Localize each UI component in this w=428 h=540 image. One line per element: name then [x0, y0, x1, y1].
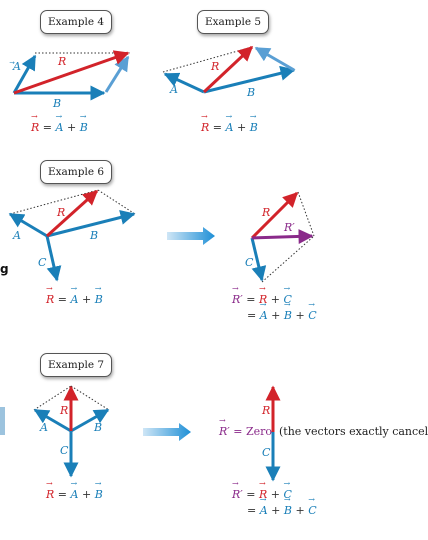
example-7-left-diagram [33, 385, 110, 478]
vector-overarrow-icon: → [225, 112, 233, 121]
vector-overarrow-icon: → [259, 479, 266, 488]
vector-overarrow-icon: → [55, 112, 63, 121]
ex6r-dotted-bottom [261, 235, 315, 283]
vector-overarrow-icon: → [259, 284, 266, 293]
vector-overarrow-icon: → [94, 284, 102, 293]
ex6-vector-c [45, 235, 62, 282]
ex7r-cancel-note: (the vectors exactly cancel) [279, 425, 428, 438]
example-6-label: Example 6 [40, 160, 112, 184]
example-5-label: Example 5 [197, 10, 269, 34]
ex7r-label-r: R [262, 404, 271, 417]
vector-overarrow-icon: → [232, 284, 239, 293]
vector-overarrow-icon: → [259, 300, 267, 309]
ex7-equation: R → = A → + B → [46, 479, 103, 502]
example-6-right-diagram [250, 191, 315, 283]
ex6r-label-c: C [245, 256, 254, 269]
ex6r-equation-line2: = A → + B → + C → [247, 300, 317, 323]
ex7r-label-c: C [262, 446, 271, 459]
ex7-transition-arrow [143, 423, 191, 441]
ex6r-vector-r-prime [251, 228, 314, 244]
vector-overarrow-icon: → [219, 416, 226, 425]
vector-overarrow-icon: → [259, 495, 267, 504]
ex6-label-b: B [90, 229, 99, 242]
ex5-label-a: A [170, 83, 178, 96]
vector-overarrow-icon: → [201, 112, 208, 121]
ex6-label-r: R [57, 206, 66, 219]
example-5-diagram [162, 45, 296, 94]
vector-overarrow-icon: → [308, 300, 315, 309]
ex7-label-b: B [94, 421, 103, 434]
vector-overarrow-icon: → [308, 495, 315, 504]
ex7-label-r: R [60, 404, 69, 417]
ex7-dotted-left [33, 385, 72, 411]
ex6r-equation-line1: R′ → = R → + C → [232, 284, 292, 307]
ex4-equation: R → = A → + B → [31, 112, 88, 135]
side-tab [0, 407, 5, 435]
vector-overarrow-icon: → [46, 284, 53, 293]
ex5-vector-b [203, 65, 296, 94]
ex5-equation: R → = A → + B → [201, 112, 258, 135]
ex6-label-a: A [13, 229, 21, 242]
vector-overarrow-icon: → [283, 479, 291, 488]
vector-overarrow-icon: → [79, 112, 87, 121]
ex4-label-b: B [53, 97, 62, 110]
ex6-label-c: C [38, 256, 47, 269]
ex5-vector-a [163, 72, 205, 94]
ex4-vector-r [13, 50, 130, 95]
ex6-vector-b [46, 210, 136, 238]
ex7-label-a: A [40, 421, 48, 434]
vector-overarrow-icon: → [283, 300, 291, 309]
ex4-vector-a [12, 54, 37, 94]
ex6-transition-arrow [167, 227, 215, 245]
ex7-vector-b [70, 408, 110, 433]
ex6r-label-r: R [262, 206, 271, 219]
ex7r-zero-statement: R′ → = Zero [219, 416, 273, 439]
example-4-diagram [12, 50, 130, 101]
ex6r-dotted-top [297, 191, 315, 237]
vector-overarrow-icon: → [232, 479, 239, 488]
vector-overarrow-icon: → [283, 495, 291, 504]
vector-overarrow-icon: → [70, 284, 78, 293]
ex6-equation: R → = A → + B → [46, 284, 103, 307]
ex6-vector-a [8, 212, 48, 238]
ex4-vector-a-shifted [104, 55, 130, 93]
example-6-left-diagram [8, 189, 136, 282]
ex6-vector-r [45, 189, 99, 238]
ex5-vector-a-shifted [254, 46, 295, 72]
ex4-label-a: ⃗A [13, 60, 21, 73]
ex7-dotted-right [70, 385, 110, 411]
vector-overarrow-icon: → [94, 479, 102, 488]
ex7-vector-a [33, 408, 72, 433]
vector-overarrow-icon: → [283, 284, 291, 293]
vector-overarrow-icon: → [46, 479, 53, 488]
ex6-dotted-right [97, 189, 136, 215]
ex5-vector-r [202, 45, 254, 94]
ex4-label-r: R [58, 55, 67, 68]
ex6r-label-r-prime: R′ [284, 221, 295, 234]
ex6-dotted-left [9, 189, 99, 215]
vector-overarrow-icon: → [70, 479, 78, 488]
vector-overarrow-icon: → [249, 112, 257, 121]
vector-overarrow-icon: → [31, 112, 38, 121]
ex7r-equation-line2: = A → + B → + C → [247, 495, 317, 518]
ex6r-vector-c [250, 237, 267, 282]
example-7-label: Example 7 [40, 353, 112, 377]
ex7-label-c: C [60, 444, 69, 457]
side-letter: g [0, 262, 9, 276]
ex6r-vector-r [250, 191, 299, 240]
ex7r-equation-line1: R′ → = R → + C → [232, 479, 292, 502]
ex5-label-b: B [247, 86, 256, 99]
ex5-label-r: R [211, 60, 220, 73]
example-4-label: Example 4 [40, 10, 112, 34]
